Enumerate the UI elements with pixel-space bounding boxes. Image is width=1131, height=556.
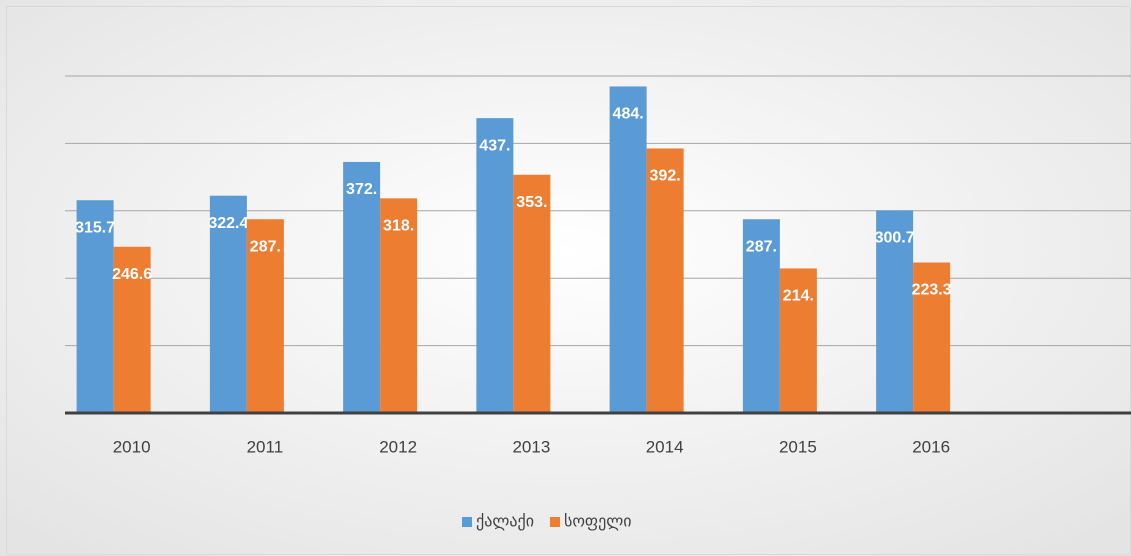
bar [913,262,951,413]
bar [513,174,551,413]
data-label: 315.7 [75,219,115,236]
legend-label: სოფელი [564,512,632,531]
bar [876,210,914,413]
bar [742,219,780,413]
data-label: 246.6 [112,266,152,283]
bar [343,161,381,413]
bar [646,148,684,413]
legend-label: ქალაქი [476,512,534,531]
data-label: 214. [783,288,814,305]
data-label: 287. [250,238,281,255]
data-label: 372. [346,181,377,198]
data-label: 300.7 [875,230,915,247]
data-label: 322.4 [208,215,248,232]
bar [609,86,647,414]
bar [380,198,418,413]
x-tick-label: 2010 [113,437,151,456]
x-tick-label: 2015 [779,437,817,456]
x-tick-label: 2014 [646,437,684,456]
data-label: 353. [516,194,547,211]
x-tick-label: 2012 [379,437,417,456]
bar [246,219,284,413]
bar [76,200,114,413]
bar [209,195,247,413]
x-tick-label: 2016 [912,437,950,456]
data-label: 392. [650,168,681,185]
legend-swatch [549,517,560,527]
x-tick-label: 2011 [247,437,284,456]
legend-swatch [462,517,472,527]
x-tick-label: 2013 [512,437,550,456]
data-label: 437. [479,137,510,154]
bar [779,268,817,413]
data-label: 484. [613,106,644,123]
data-label: 223.3 [912,282,952,299]
bar [476,118,514,413]
bar [113,246,151,413]
data-label: 318. [383,218,414,235]
data-label: 287. [746,238,777,255]
